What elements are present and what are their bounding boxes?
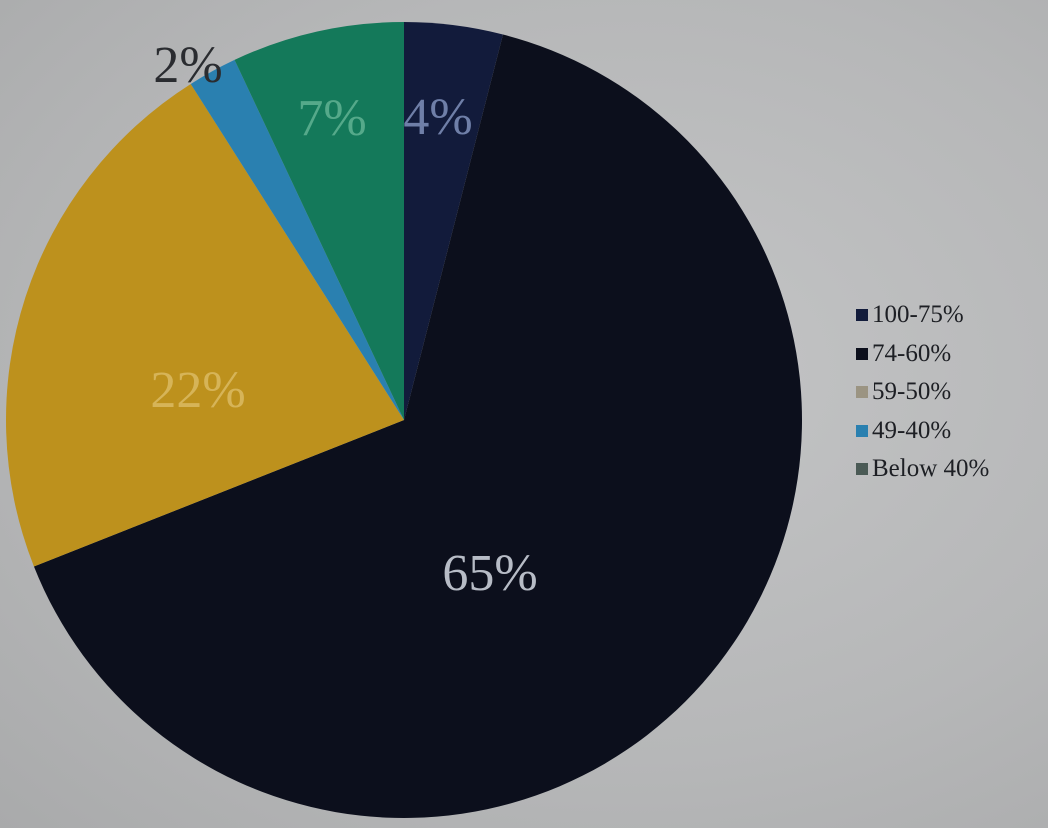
pie-slice bbox=[404, 22, 503, 420]
pie-slice bbox=[234, 22, 404, 420]
pie-slice bbox=[6, 83, 404, 567]
pie-slices bbox=[6, 22, 802, 818]
legend-swatch bbox=[856, 424, 868, 437]
legend-label: 74-60% bbox=[872, 339, 952, 367]
legend-item: 74-60% bbox=[856, 335, 1046, 374]
legend-item: Below 40% bbox=[856, 450, 1046, 489]
pie-data-label: 7% bbox=[297, 90, 366, 147]
legend-item: 59-50% bbox=[856, 373, 1046, 412]
pie-data-label: 65% bbox=[442, 545, 537, 602]
legend-label: 49-40% bbox=[872, 416, 952, 444]
legend-swatch bbox=[856, 309, 868, 322]
legend-label: Below 40% bbox=[872, 455, 990, 482]
legend-swatch bbox=[856, 463, 868, 476]
chart-legend: 100-75% 74-60% 59-50% 49-40% Below 40% bbox=[856, 296, 1046, 489]
pie-data-label: 4% bbox=[403, 89, 472, 146]
legend-label: 59-50% bbox=[872, 378, 952, 405]
legend-label: 100-75% bbox=[872, 301, 964, 328]
legend-swatch bbox=[856, 386, 868, 399]
pie-slice bbox=[33, 34, 802, 818]
pie-slice bbox=[190, 59, 404, 420]
pie-data-label: 22% bbox=[150, 362, 245, 419]
pie-data-label: 2% bbox=[153, 37, 222, 94]
legend-item: 100-75% bbox=[856, 296, 1046, 335]
legend-swatch bbox=[856, 347, 868, 360]
legend-item: 49-40% bbox=[856, 412, 1046, 451]
pie-data-labels: 4% 65% 22% 2% 7% bbox=[150, 37, 537, 602]
